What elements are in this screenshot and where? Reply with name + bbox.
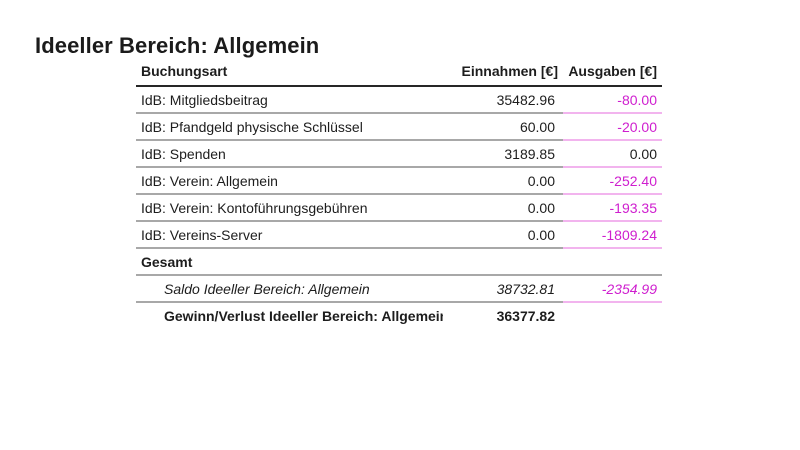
saldo-einnahmen: 38732.81: [443, 275, 563, 303]
cell-einnahmen: 3189.85: [443, 140, 563, 168]
cell-buchungsart: IdB: Vereins-Server: [136, 221, 443, 249]
column-header-ausgaben: Ausgaben [€]: [563, 57, 662, 87]
cell-buchungsart: IdB: Verein: Allgemein: [136, 167, 443, 195]
cell-buchungsart: IdB: Pfandgeld physische Schlüssel: [136, 113, 443, 141]
result-einnahmen: 36377.82: [496, 308, 555, 324]
cell-ausgaben: -193.35: [563, 194, 662, 222]
table-row: IdB: Vereins-Server 0.00 -1809.24: [136, 221, 662, 249]
cell-ausgaben: -252.40: [563, 167, 662, 195]
saldo-ausgaben: -2354.99: [563, 275, 662, 303]
table-row: IdB: Verein: Kontoführungsgebühren 0.00 …: [136, 194, 662, 222]
result-label: Gewinn/Verlust Ideeller Bereich: Allgeme…: [164, 308, 443, 324]
cell-buchungsart: IdB: Mitgliedsbeitrag: [136, 86, 443, 114]
cell-ausgaben: -80.00: [563, 86, 662, 114]
cell-ausgaben: -1809.24: [563, 221, 662, 249]
result-ausgaben: [563, 302, 662, 329]
table-row: IdB: Mitgliedsbeitrag 35482.96 -80.00: [136, 86, 662, 114]
table-row: IdB: Pfandgeld physische Schlüssel 60.00…: [136, 113, 662, 141]
result-row: Gewinn/Verlust Ideeller Bereich: Allgeme…: [136, 302, 662, 329]
section-row-gesamt: Gesamt: [136, 248, 662, 276]
column-header-einnahmen: Einnahmen [€]: [443, 57, 563, 87]
cell-buchungsart: IdB: Spenden: [136, 140, 443, 168]
saldo-row: Saldo Ideeller Bereich: Allgemein 38732.…: [136, 275, 662, 303]
cell-buchungsart: IdB: Verein: Kontoführungsgebühren: [136, 194, 443, 222]
saldo-label: Saldo Ideeller Bereich: Allgemein: [136, 275, 443, 303]
cell-ausgaben: 0.00: [563, 140, 662, 168]
section-label: Gesamt: [136, 248, 662, 276]
cell-einnahmen: 35482.96: [443, 86, 563, 114]
column-header-buchungsart: Buchungsart: [136, 57, 443, 87]
cell-einnahmen: 0.00: [443, 221, 563, 249]
table-header-row: Buchungsart Einnahmen [€] Ausgaben [€]: [136, 57, 662, 87]
cell-einnahmen: 0.00: [443, 194, 563, 222]
table-row: IdB: Spenden 3189.85 0.00: [136, 140, 662, 168]
table-row: IdB: Verein: Allgemein 0.00 -252.40: [136, 167, 662, 195]
report-table: Buchungsart Einnahmen [€] Ausgaben [€] I…: [136, 57, 662, 329]
cell-einnahmen: 60.00: [443, 113, 563, 141]
cell-ausgaben: -20.00: [563, 113, 662, 141]
page-title: Ideeller Bereich: Allgemein: [35, 32, 320, 58]
cell-einnahmen: 0.00: [443, 167, 563, 195]
